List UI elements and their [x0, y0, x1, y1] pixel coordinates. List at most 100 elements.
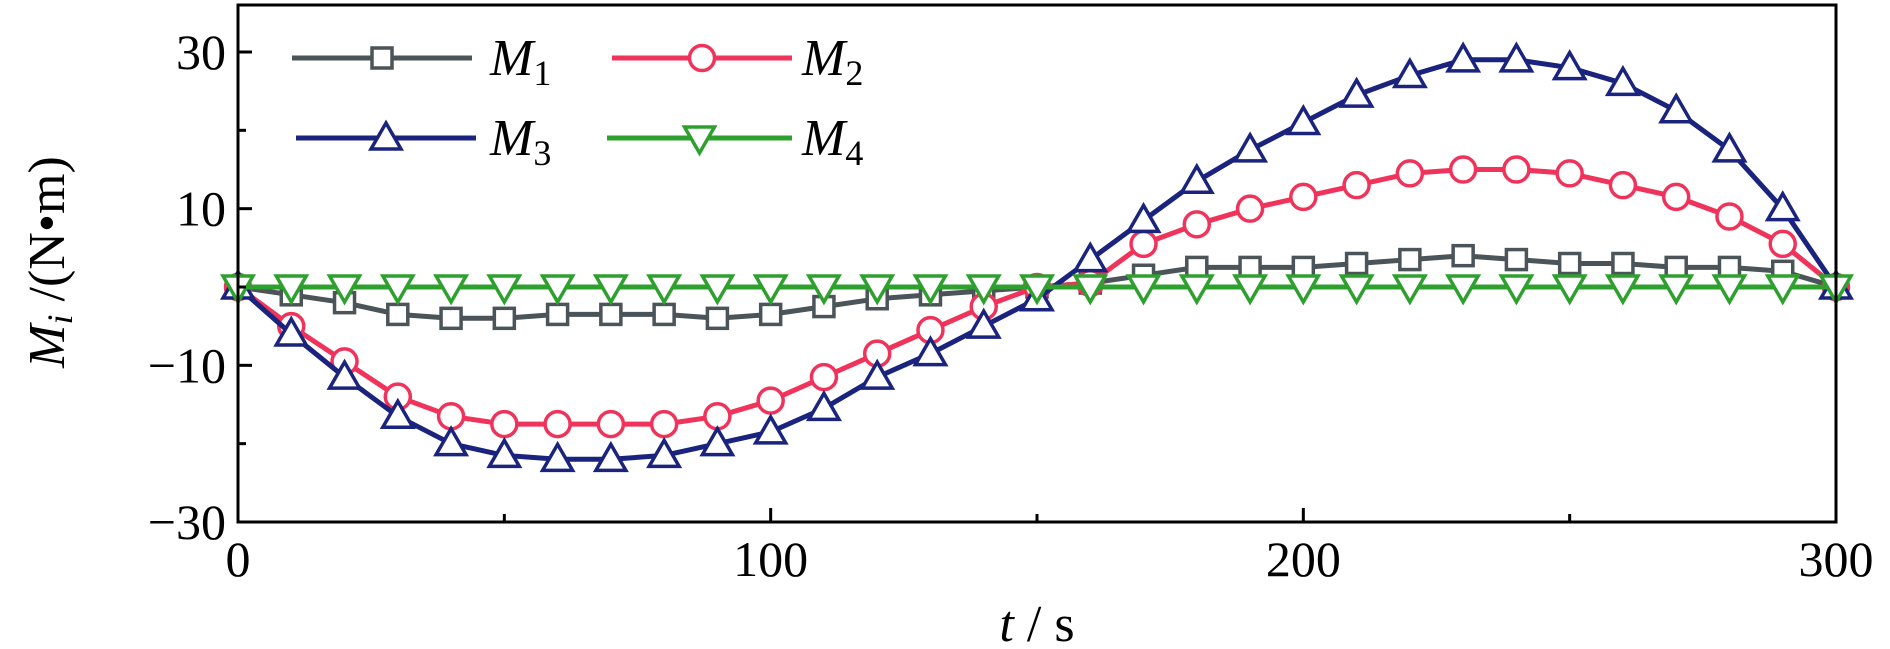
series-m1-point: [1398, 247, 1422, 272]
legend-label: M1: [489, 30, 551, 93]
series-m2-point: [1555, 159, 1584, 188]
series-m1-point: [1611, 251, 1635, 276]
legend-name: M: [489, 110, 536, 167]
y-axis-sep: /: [19, 286, 76, 314]
series-m1-point: [386, 302, 410, 327]
legend-label: M4: [801, 110, 863, 173]
series-m3-point: [1658, 92, 1695, 124]
legend-sub: 3: [533, 133, 551, 173]
series-m3-point: [592, 440, 629, 473]
legend-sub: 2: [845, 53, 863, 93]
series-m4-point: [805, 274, 842, 306]
y-tick-label: 30: [176, 24, 226, 80]
series-m2-point: [1342, 170, 1371, 200]
series-m2-point: [1182, 210, 1212, 239]
y-axis-unit: (N•m): [19, 156, 76, 287]
series-m3-point: [1764, 190, 1801, 222]
series-m1-point: [652, 302, 676, 327]
series-m3-point: [805, 389, 842, 422]
series-m4-point: [646, 274, 683, 306]
series-m3: [219, 41, 1855, 473]
series-m2-point: [490, 409, 519, 439]
series-m2-point: [1661, 182, 1691, 212]
series-m1-point: [492, 306, 517, 331]
legend-item-m4: M4: [607, 110, 863, 173]
series-m2-point: [703, 402, 732, 431]
series-m4-point: [1232, 274, 1269, 306]
series-m3-point: [912, 335, 949, 367]
series-m4-point: [486, 274, 523, 306]
legend-label: M3: [489, 110, 551, 173]
series-m2-point: [436, 402, 466, 431]
series-m3-point: [965, 307, 1002, 339]
axis-titles: t / sMi /(N•m): [19, 156, 1075, 649]
series-m1-point: [1344, 251, 1369, 276]
series-m4-point: [752, 274, 789, 306]
series-m3-point: [646, 436, 683, 469]
series-m3-point: [1498, 41, 1535, 73]
series-m1-point: [1451, 243, 1475, 268]
legend-name: M: [489, 30, 536, 87]
series-m3-point: [1604, 64, 1641, 97]
series-m4-point: [1658, 274, 1695, 306]
series-m3-point: [1232, 131, 1269, 163]
series-m4-point: [592, 274, 629, 306]
series-m2-point: [1768, 229, 1797, 259]
axes-layer: 0 100 200 300 −30 −10 10 30: [148, 3, 1874, 587]
series-m1-point: [1557, 251, 1582, 276]
series-m4-point: [1338, 274, 1375, 306]
series-m4-point: [1178, 274, 1215, 306]
series-m3-point: [379, 397, 416, 429]
series-m3-point: [539, 440, 576, 473]
series-m4-point: [1072, 274, 1109, 306]
series-m4-point: [1498, 274, 1535, 306]
series-m3-point: [1391, 56, 1428, 89]
plot-layer: [219, 41, 1855, 473]
series-m2-point: [649, 409, 679, 439]
series-m3-line: [236, 57, 1839, 462]
series-m2-point: [1235, 194, 1265, 223]
series-m2-point: [756, 386, 785, 415]
series-m4-point: [1391, 274, 1428, 306]
series-m1-point: [1504, 247, 1529, 272]
legend-marker: [370, 46, 394, 70]
x-tick-label: 300: [1799, 531, 1874, 587]
series-m3-point: [1445, 41, 1482, 73]
series-m4-point: [433, 274, 470, 306]
series-m4-point: [326, 274, 363, 306]
legend-marker: [681, 125, 718, 157]
series-m4-point: [1445, 274, 1482, 306]
series-m3-point: [699, 425, 736, 457]
y-tick-label: −10: [148, 337, 226, 393]
series-m4-point: [379, 274, 416, 306]
series-m4-point: [273, 274, 310, 306]
y-axis-sub: i: [40, 314, 80, 324]
series-m2-point: [1502, 155, 1531, 184]
series-m3-point: [1125, 201, 1162, 234]
series-m4-point: [965, 274, 1002, 306]
series-m4-point: [859, 274, 896, 306]
series-m3-point: [1178, 162, 1215, 194]
series-m3-point: [486, 436, 523, 469]
series-m2-point: [596, 409, 626, 439]
y-axis-var: M: [19, 322, 76, 369]
series-m2-point: [1448, 155, 1478, 184]
legend-sub: 1: [533, 53, 551, 93]
series-m1-point: [599, 302, 623, 327]
series-m4-point: [1604, 274, 1641, 306]
legend-item-m3: M3: [296, 110, 551, 173]
legend-marker: [367, 119, 405, 151]
series-m2-point: [1715, 202, 1744, 231]
series-m2-point: [1129, 229, 1158, 259]
series-m3-point: [433, 425, 470, 457]
x-tick-label: 200: [1266, 531, 1341, 587]
y-tick-label: −30: [148, 494, 226, 550]
series-m3-point: [273, 315, 310, 347]
series-m3-point: [1072, 241, 1109, 273]
series-m4-point: [699, 274, 736, 306]
legend-item-m2: M2: [612, 30, 863, 93]
series-m3-point: [1711, 131, 1748, 163]
series-m3-point: [1551, 49, 1588, 81]
